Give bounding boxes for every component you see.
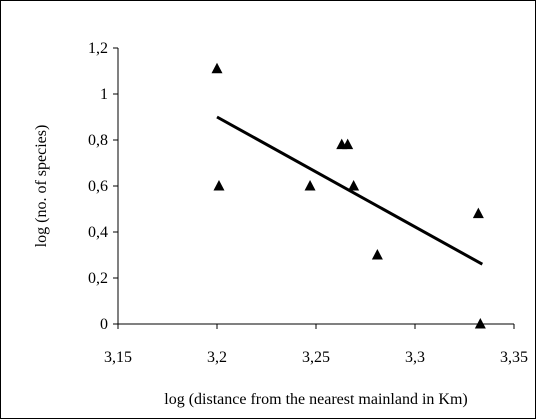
axes xyxy=(113,47,515,329)
data-point xyxy=(472,207,484,219)
data-point xyxy=(211,62,223,74)
data-points xyxy=(211,62,486,329)
y-tick-label: 0,4 xyxy=(88,224,108,241)
y-tick-label: 0 xyxy=(100,316,108,333)
data-point xyxy=(371,249,383,260)
y-tick-label: 1 xyxy=(100,86,108,103)
x-tick-label: 3,15 xyxy=(104,349,132,366)
data-point xyxy=(213,180,225,191)
x-tick-label: 3,35 xyxy=(500,349,528,366)
tick-labels: 0 0,2 0,4 0,6 0,8 1 1,2 3,15 3,2 3,25 3,3 3,35 xyxy=(88,40,528,366)
x-tick-label: 3,3 xyxy=(405,349,425,366)
x-axis-label: log (distance from the nearest mainland … xyxy=(164,391,467,408)
y-tick-label: 0,2 xyxy=(88,270,108,287)
x-tick-label: 3,2 xyxy=(207,349,227,366)
y-axis-label: log (no. of species) xyxy=(33,125,50,248)
y-tick-label: 0,8 xyxy=(88,132,108,149)
x-tick-label: 3,25 xyxy=(302,349,330,366)
data-point xyxy=(348,180,360,191)
y-tick-label: 0,6 xyxy=(88,178,108,195)
data-point xyxy=(474,318,486,329)
trendline-layer xyxy=(216,115,484,266)
y-tick-label: 1,2 xyxy=(88,40,108,57)
data-point xyxy=(304,180,316,191)
trendline xyxy=(216,115,484,266)
data-point xyxy=(342,138,354,150)
